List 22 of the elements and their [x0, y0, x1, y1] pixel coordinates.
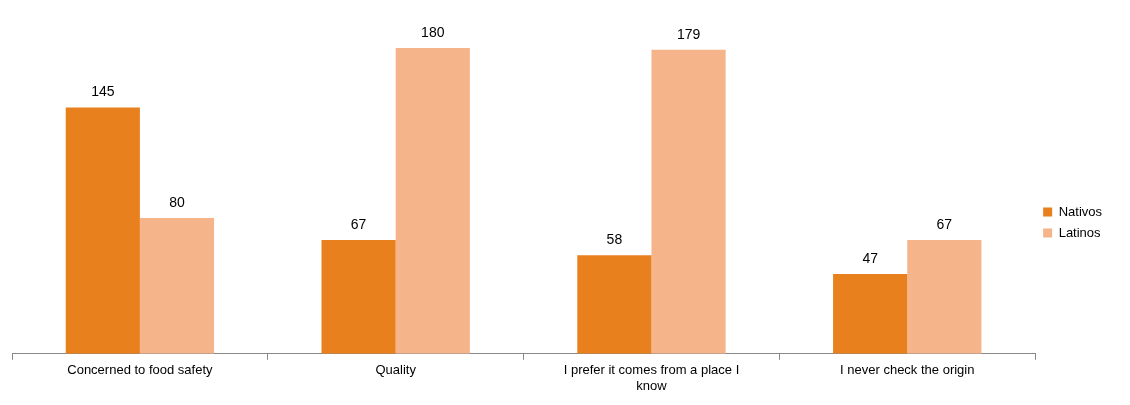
- bar: [577, 255, 652, 354]
- bar: [321, 239, 396, 354]
- bar: [395, 48, 470, 354]
- data-label: 47: [862, 249, 879, 266]
- bar: [907, 239, 982, 354]
- bar: [651, 49, 726, 354]
- x-tick-label: I prefer it comes from a place I know: [563, 362, 740, 393]
- data-label: 67: [936, 215, 953, 232]
- data-label: 80: [169, 193, 185, 210]
- bar: [65, 107, 140, 354]
- legend-label: Nativos: [1058, 203, 1103, 219]
- data-label: 145: [91, 83, 115, 100]
- x-tick-label: Concerned to food safety: [67, 362, 214, 378]
- x-tick-label: I never check the origin: [840, 362, 975, 378]
- data-label: 67: [350, 215, 367, 232]
- bar: [139, 217, 215, 354]
- x-tick-label: Quality: [375, 362, 417, 378]
- legend-label: Latinos: [1058, 224, 1102, 240]
- bar: [833, 273, 908, 354]
- data-label: 58: [606, 231, 623, 248]
- data-label: 180: [421, 23, 445, 40]
- data-label: 179: [676, 25, 701, 42]
